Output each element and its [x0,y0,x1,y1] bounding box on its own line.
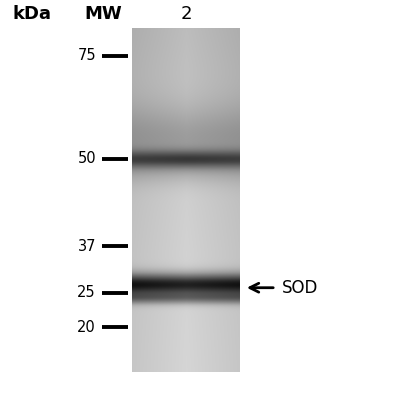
Text: 2: 2 [180,5,192,23]
Text: 20: 20 [77,320,96,335]
Text: MW: MW [84,5,122,23]
Text: kDa: kDa [12,5,51,23]
Text: 37: 37 [78,239,96,254]
Text: SOD: SOD [282,279,318,297]
Text: 50: 50 [77,151,96,166]
Text: 25: 25 [77,285,96,300]
Text: 75: 75 [77,48,96,63]
